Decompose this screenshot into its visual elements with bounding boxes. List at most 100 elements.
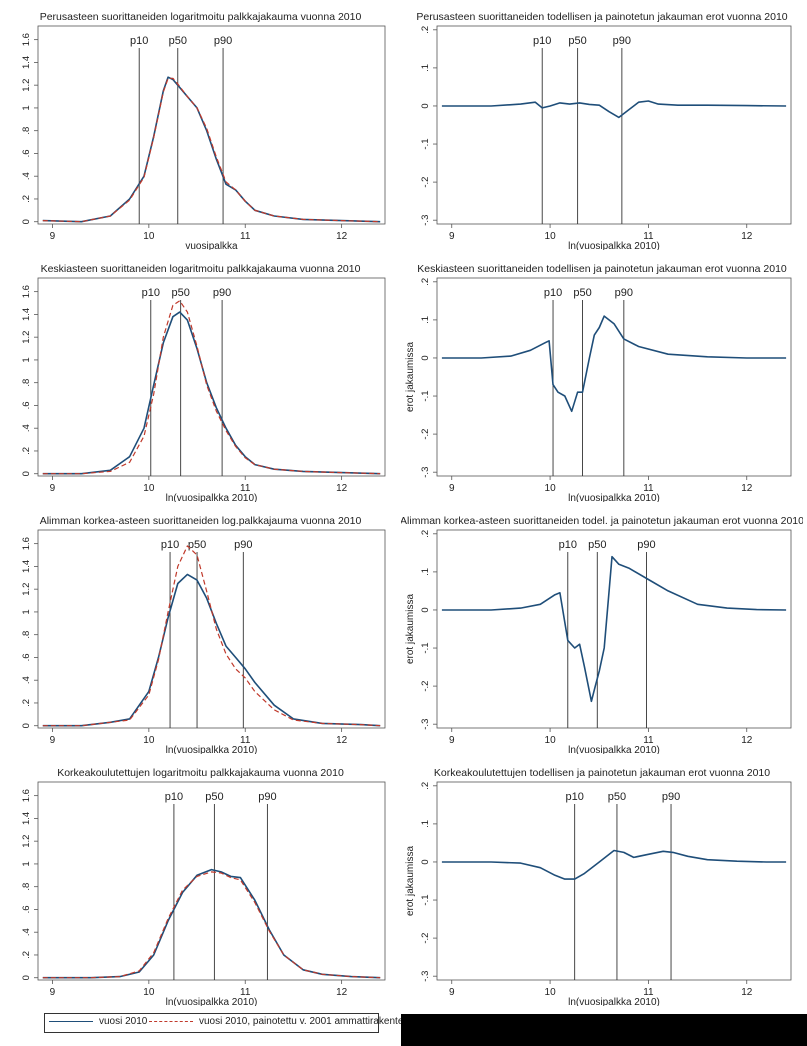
y-tick-label: .2	[420, 530, 431, 538]
x-tick-label: 9	[449, 987, 455, 998]
y-tick-label: -.3	[420, 215, 431, 226]
y-tick-label: .1	[420, 568, 431, 576]
marker-label-p50: p50	[205, 791, 223, 803]
marker-label-p90: p90	[613, 35, 631, 47]
y-axis-label: erot jakaumissa	[405, 594, 416, 664]
x-tick-label: 12	[336, 735, 348, 746]
y-tick-label: .4	[21, 424, 32, 432]
chart-svg-5: Alimman korkea-asteen suorittaneiden log…	[21, 515, 386, 756]
plot-frame	[37, 277, 386, 477]
y-tick-label: -.3	[420, 467, 431, 478]
x-tick-label: 10	[143, 483, 155, 494]
x-tick-label: 10	[143, 735, 155, 746]
y-tick-label: 1.4	[21, 560, 32, 573]
y-tick-label: 1.6	[21, 33, 32, 46]
y-tick-label: .2	[420, 26, 431, 34]
y-tick-label: -.3	[420, 971, 431, 982]
y-tick-label: .2	[21, 951, 32, 959]
y-tick-label: .4	[21, 928, 32, 936]
chart-title: Perusasteen suorittaneiden logaritmoitu …	[40, 11, 362, 23]
y-tick-label: .6	[21, 653, 32, 661]
marker-label-p50: p50	[588, 539, 606, 551]
legend-label-dashed: vuosi 2010, painotettu v. 2001 ammattira…	[199, 1016, 419, 1027]
y-tick-label: 1.2	[21, 79, 32, 92]
marker-label-p90: p90	[258, 791, 276, 803]
x-axis-label: ln(vuosipalkka 2010)	[568, 745, 660, 754]
y-tick-label: 1.6	[21, 537, 32, 550]
y-tick-label: 0	[420, 607, 431, 612]
y-axis-label: erot jakaumissa	[405, 846, 416, 916]
x-axis-label: vuosipalkka	[185, 241, 238, 250]
plot-frame	[436, 781, 792, 981]
x-tick-label: 12	[741, 735, 753, 746]
chart-title: Alimman korkea-asteen suorittaneiden tod…	[401, 515, 803, 527]
y-tick-label: -.2	[420, 933, 431, 944]
y-tick-label: .2	[21, 447, 32, 455]
black-area	[401, 1014, 807, 1046]
marker-label-p10: p10	[544, 287, 562, 299]
chart-title: Korkeakoulutettujen todellisen ja painot…	[434, 767, 770, 779]
y-tick-label: .2	[21, 195, 32, 203]
plot-frame	[436, 25, 792, 225]
legend-swatch-dashed	[149, 1021, 193, 1022]
y-tick-label: 0	[420, 859, 431, 864]
x-tick-label: 11	[240, 483, 251, 494]
y-tick-label: .6	[21, 149, 32, 157]
chart-svg-6: Alimman korkea-asteen suorittaneiden tod…	[400, 515, 804, 756]
y-tick-label: .6	[21, 905, 32, 913]
marker-label-p50: p50	[608, 791, 626, 803]
x-tick-label: 11	[240, 735, 251, 746]
marker-label-p50: p50	[171, 287, 189, 299]
marker-label-p90: p90	[214, 35, 232, 47]
marker-label-p10: p10	[165, 791, 183, 803]
chart-title: Keskiasteen suorittaneiden logaritmoitu …	[41, 263, 361, 275]
x-tick-label: 10	[545, 483, 557, 494]
y-tick-label: .2	[420, 782, 431, 790]
x-tick-label: 12	[336, 987, 348, 998]
x-axis-label: ln(vuosipalkka 2010)	[568, 241, 660, 250]
y-tick-label: .1	[420, 64, 431, 72]
y-tick-label: .8	[21, 883, 32, 891]
x-tick-label: 11	[643, 987, 654, 998]
x-tick-label: 12	[336, 231, 348, 242]
x-tick-label: 9	[50, 735, 56, 746]
y-tick-label: -.1	[420, 642, 431, 653]
x-tick-label: 11	[240, 987, 251, 998]
chart-panel-4: Keskiasteen suorittaneiden todellisen ja…	[401, 256, 803, 504]
chart-svg-4: Keskiasteen suorittaneiden todellisen ja…	[405, 263, 792, 504]
series-line-solid	[441, 555, 787, 703]
series-line-dashed	[42, 871, 381, 979]
plot-frame	[37, 25, 386, 225]
y-tick-label: .2	[420, 278, 431, 286]
x-tick-label: 12	[336, 483, 348, 494]
y-tick-label: .6	[21, 401, 32, 409]
marker-label-p50: p50	[573, 287, 591, 299]
series-line-dashed	[42, 545, 381, 727]
x-tick-label: 9	[449, 483, 455, 494]
x-axis-label: ln(vuosipalkka 2010)	[166, 997, 258, 1006]
y-tick-label: 1.2	[21, 835, 32, 848]
chart-svg-8: Korkeakoulutettujen todellisen ja painot…	[405, 767, 792, 1008]
x-tick-label: 11	[643, 735, 654, 746]
marker-label-p90: p90	[662, 791, 680, 803]
y-tick-label: -.1	[420, 894, 431, 905]
y-tick-label: 1.4	[21, 812, 32, 825]
y-tick-label: 1	[21, 357, 32, 362]
marker-label-p90: p90	[615, 287, 633, 299]
chart-svg-3: Keskiasteen suorittaneiden logaritmoitu …	[21, 263, 386, 504]
chart-title: Alimman korkea-asteen suorittaneiden log…	[40, 515, 362, 527]
y-tick-label: .8	[21, 631, 32, 639]
y-tick-label: 0	[21, 471, 32, 476]
series-line-solid	[42, 868, 381, 979]
series-line-solid	[441, 315, 787, 413]
y-tick-label: .1	[420, 316, 431, 324]
plot-frame	[37, 529, 386, 729]
x-axis-label: ln(vuosipalkka 2010)	[166, 745, 258, 754]
y-tick-label: 1.4	[21, 56, 32, 69]
y-tick-label: 0	[21, 219, 32, 224]
y-tick-label: 1	[21, 609, 32, 614]
chart-title: Perusasteen suorittaneiden todellisen ja…	[416, 11, 787, 23]
y-tick-label: -.2	[420, 681, 431, 692]
series-line-solid	[42, 311, 381, 475]
series-line-solid	[42, 76, 381, 223]
